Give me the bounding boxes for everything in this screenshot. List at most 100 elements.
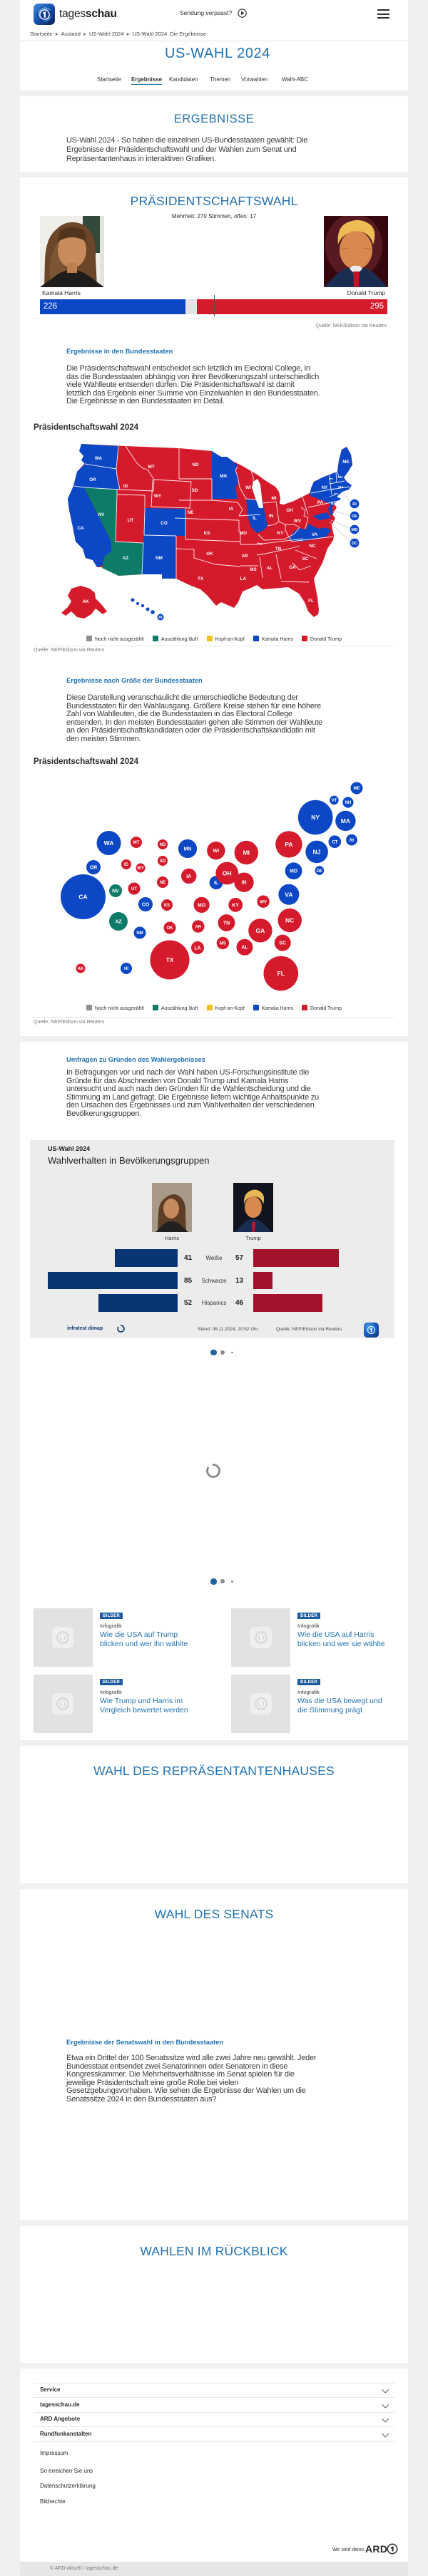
svg-text:KS: KS	[204, 531, 210, 536]
svg-text:MD: MD	[351, 528, 357, 532]
svg-text:OK: OK	[167, 926, 174, 931]
svg-text:SD: SD	[192, 488, 198, 493]
svg-text:MD: MD	[290, 869, 297, 874]
svg-text:OH: OH	[286, 508, 293, 513]
svg-text:OR: OR	[89, 477, 96, 482]
svg-text:KY: KY	[277, 531, 285, 536]
svg-text:LA: LA	[194, 946, 200, 951]
svg-text:RI: RI	[350, 839, 354, 843]
svg-text:NE: NE	[188, 510, 194, 515]
svg-text:NY: NY	[322, 485, 329, 490]
svg-text:UT: UT	[128, 518, 134, 523]
svg-text:AK: AK	[78, 967, 84, 971]
svg-text:AL: AL	[241, 946, 248, 951]
svg-text:AZ: AZ	[115, 920, 122, 925]
svg-text:IL: IL	[253, 516, 257, 521]
svg-text:CT: CT	[334, 492, 338, 497]
svg-text:NJ: NJ	[313, 848, 321, 855]
svg-text:AZ: AZ	[123, 556, 129, 561]
svg-text:IN: IN	[242, 881, 247, 886]
svg-text:TN: TN	[275, 547, 282, 552]
svg-text:CT: CT	[332, 840, 337, 844]
svg-text:SC: SC	[279, 941, 286, 946]
svg-text:AR: AR	[241, 554, 248, 559]
svg-text:CO: CO	[142, 903, 150, 908]
svg-text:TX: TX	[198, 576, 204, 581]
svg-text:WV: WV	[260, 900, 267, 904]
svg-text:ID: ID	[124, 863, 129, 867]
svg-text:VA: VA	[312, 532, 318, 537]
svg-text:LA: LA	[240, 576, 247, 581]
svg-text:ME: ME	[342, 460, 349, 465]
svg-text:NE: NE	[160, 881, 165, 885]
svg-text:GA: GA	[256, 927, 265, 934]
svg-text:NH: NH	[345, 801, 352, 805]
svg-text:MN: MN	[220, 474, 227, 479]
svg-text:DE: DE	[317, 869, 322, 874]
svg-text:MA: MA	[338, 485, 344, 490]
svg-text:NY: NY	[311, 814, 320, 821]
svg-text:HI: HI	[159, 616, 163, 620]
svg-text:MT: MT	[148, 465, 154, 470]
svg-text:OK: OK	[206, 552, 213, 557]
svg-text:PA: PA	[317, 500, 324, 505]
svg-text:MN: MN	[184, 847, 192, 852]
svg-text:ND: ND	[192, 462, 199, 467]
svg-text:ID: ID	[123, 484, 128, 489]
svg-text:MO: MO	[240, 531, 247, 536]
svg-text:NM: NM	[156, 556, 163, 561]
svg-text:MS: MS	[220, 942, 226, 946]
svg-text:MT: MT	[133, 841, 140, 845]
svg-text:MI: MI	[272, 496, 277, 501]
svg-text:NJ: NJ	[331, 502, 335, 506]
svg-text:CA: CA	[77, 526, 84, 531]
svg-text:AK: AK	[82, 599, 89, 604]
svg-text:KS: KS	[164, 904, 170, 908]
svg-text:NC: NC	[285, 917, 294, 924]
svg-text:VT: VT	[329, 477, 333, 482]
svg-text:VA: VA	[285, 891, 292, 898]
svg-text:GA: GA	[289, 565, 296, 570]
svg-text:NV: NV	[98, 512, 106, 517]
svg-text:WI: WI	[213, 849, 220, 854]
svg-text:MS: MS	[250, 567, 256, 572]
svg-text:IN: IN	[269, 514, 274, 519]
svg-text:WA: WA	[104, 839, 114, 847]
svg-text:NH: NH	[338, 475, 343, 480]
svg-text:FL: FL	[308, 599, 314, 604]
svg-text:SD: SD	[160, 859, 166, 864]
svg-text:RI: RI	[352, 502, 357, 507]
svg-text:CO: CO	[160, 521, 168, 526]
svg-text:FL: FL	[277, 970, 285, 977]
svg-text:VT: VT	[332, 799, 337, 803]
svg-text:ME: ME	[354, 787, 360, 791]
svg-text:MI: MI	[243, 849, 250, 857]
svg-text:WI: WI	[245, 485, 251, 490]
svg-text:HI: HI	[124, 967, 128, 971]
svg-text:OH: OH	[223, 870, 232, 877]
svg-text:CA: CA	[78, 894, 87, 901]
svg-text:WA: WA	[95, 456, 103, 461]
svg-text:IA: IA	[186, 874, 191, 879]
svg-text:NV: NV	[112, 889, 119, 894]
svg-text:MA: MA	[341, 817, 350, 824]
svg-text:NM: NM	[136, 931, 143, 936]
svg-text:WY: WY	[154, 494, 162, 499]
svg-text:NC: NC	[309, 544, 316, 549]
svg-text:WY: WY	[137, 867, 144, 871]
svg-text:MO: MO	[198, 903, 206, 908]
svg-text:DC: DC	[352, 542, 358, 546]
svg-text:AR: AR	[195, 925, 201, 929]
svg-text:IA: IA	[229, 507, 234, 512]
svg-text:SC: SC	[302, 557, 309, 562]
svg-text:AL: AL	[267, 566, 273, 571]
svg-text:ND: ND	[160, 843, 166, 847]
svg-text:WV: WV	[294, 519, 302, 524]
svg-text:UT: UT	[131, 887, 137, 891]
svg-text:TN: TN	[223, 921, 230, 926]
svg-text:OR: OR	[90, 866, 98, 871]
svg-text:KY: KY	[232, 903, 239, 908]
svg-text:IL: IL	[214, 881, 219, 886]
svg-text:PA: PA	[285, 841, 292, 848]
svg-text:DE: DE	[352, 514, 357, 519]
